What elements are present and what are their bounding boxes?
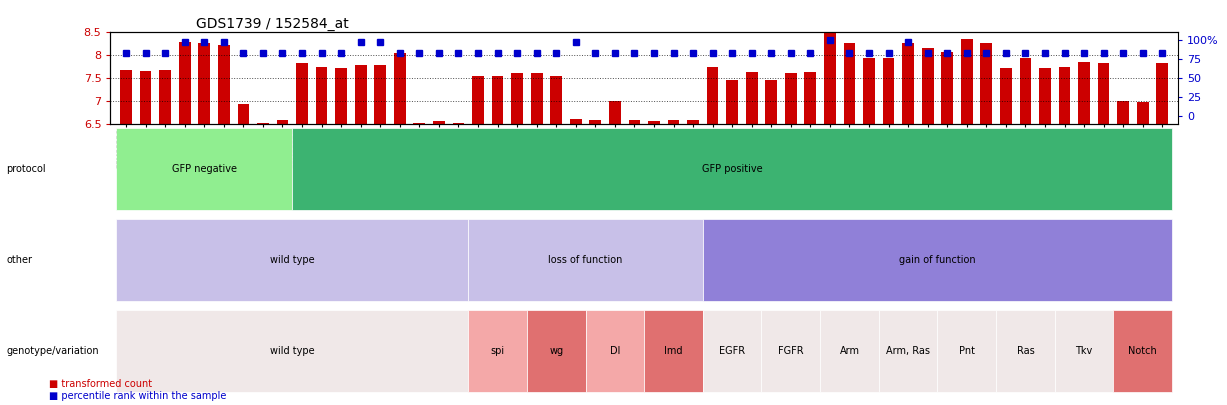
Bar: [980, 43, 993, 124]
Bar: [1079, 62, 1090, 124]
Bar: [433, 121, 444, 124]
Text: ■ percentile rank within the sample: ■ percentile rank within the sample: [49, 391, 227, 401]
Bar: [941, 52, 953, 124]
Text: GFP negative: GFP negative: [172, 164, 237, 174]
Bar: [863, 58, 875, 124]
Bar: [609, 101, 621, 124]
FancyBboxPatch shape: [526, 310, 585, 392]
Text: Imd: Imd: [664, 346, 682, 356]
Bar: [296, 63, 308, 124]
FancyBboxPatch shape: [1055, 310, 1113, 392]
Bar: [1039, 68, 1050, 124]
Bar: [199, 43, 210, 124]
Bar: [844, 43, 855, 124]
Bar: [726, 80, 737, 124]
Bar: [785, 73, 796, 124]
Bar: [258, 123, 269, 124]
FancyBboxPatch shape: [703, 310, 762, 392]
Text: GFP positive: GFP positive: [702, 164, 762, 174]
Text: ■ transformed count: ■ transformed count: [49, 379, 152, 389]
Bar: [160, 70, 171, 124]
FancyBboxPatch shape: [644, 310, 703, 392]
Text: Arm: Arm: [839, 346, 859, 356]
Bar: [1098, 63, 1109, 124]
Bar: [687, 120, 699, 124]
FancyBboxPatch shape: [762, 310, 820, 392]
FancyBboxPatch shape: [937, 310, 996, 392]
Bar: [667, 120, 680, 124]
Text: wild type: wild type: [270, 255, 314, 265]
Bar: [355, 65, 367, 124]
FancyBboxPatch shape: [117, 219, 469, 301]
Text: Dl: Dl: [610, 346, 620, 356]
Bar: [805, 72, 816, 124]
FancyBboxPatch shape: [996, 310, 1055, 392]
Text: GDS1739 / 152584_at: GDS1739 / 152584_at: [196, 17, 348, 31]
Bar: [746, 72, 757, 124]
FancyBboxPatch shape: [117, 310, 469, 392]
Bar: [218, 45, 229, 124]
Bar: [1059, 66, 1070, 124]
Text: Notch: Notch: [1129, 346, 1157, 356]
Bar: [140, 71, 151, 124]
FancyBboxPatch shape: [469, 310, 526, 392]
Bar: [179, 41, 190, 124]
FancyBboxPatch shape: [820, 310, 879, 392]
Bar: [120, 70, 133, 124]
Bar: [551, 76, 562, 124]
Bar: [512, 73, 523, 124]
Text: Tkv: Tkv: [1075, 346, 1093, 356]
Bar: [394, 53, 406, 124]
Bar: [453, 123, 464, 124]
FancyBboxPatch shape: [469, 219, 703, 301]
Text: wg: wg: [550, 346, 563, 356]
Bar: [238, 104, 249, 124]
Bar: [276, 120, 288, 124]
Bar: [961, 39, 973, 124]
Bar: [413, 123, 426, 124]
Text: other: other: [6, 255, 32, 265]
Text: Arm, Ras: Arm, Ras: [886, 346, 930, 356]
Text: spi: spi: [491, 346, 504, 356]
Bar: [825, 32, 836, 124]
Bar: [1137, 102, 1148, 124]
Bar: [766, 80, 777, 124]
FancyBboxPatch shape: [703, 219, 1172, 301]
Bar: [648, 121, 660, 124]
FancyBboxPatch shape: [292, 128, 1172, 210]
Bar: [1020, 58, 1031, 124]
Text: genotype/variation: genotype/variation: [6, 346, 98, 356]
Bar: [921, 48, 934, 124]
Bar: [1000, 68, 1012, 124]
Text: loss of function: loss of function: [548, 255, 623, 265]
Bar: [882, 58, 894, 124]
FancyBboxPatch shape: [585, 310, 644, 392]
Bar: [374, 65, 387, 124]
Bar: [902, 43, 914, 124]
Bar: [315, 67, 328, 124]
Text: Pnt: Pnt: [958, 346, 974, 356]
Bar: [531, 73, 542, 124]
Bar: [492, 76, 503, 124]
Bar: [589, 120, 601, 124]
Text: Ras: Ras: [1016, 346, 1034, 356]
Text: wild type: wild type: [270, 346, 314, 356]
Bar: [1118, 101, 1129, 124]
Bar: [569, 119, 582, 124]
Bar: [707, 68, 719, 124]
FancyBboxPatch shape: [1113, 310, 1172, 392]
FancyBboxPatch shape: [117, 128, 292, 210]
Bar: [1156, 63, 1168, 124]
FancyBboxPatch shape: [879, 310, 937, 392]
Bar: [335, 68, 347, 124]
Bar: [472, 76, 483, 124]
Text: protocol: protocol: [6, 164, 45, 174]
Bar: [628, 120, 640, 124]
Text: EGFR: EGFR: [719, 346, 745, 356]
Text: gain of function: gain of function: [899, 255, 975, 265]
Text: FGFR: FGFR: [778, 346, 804, 356]
